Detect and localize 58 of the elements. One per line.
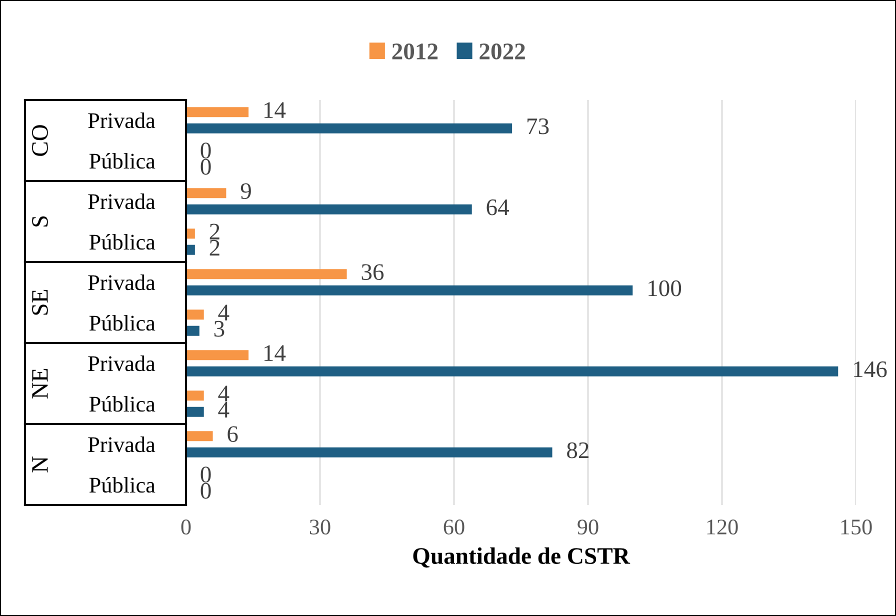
y-tick-label: Privada	[88, 194, 156, 210]
bar	[186, 107, 249, 118]
y-tick-label: Pública	[89, 396, 156, 412]
data-label: 82	[567, 442, 588, 458]
y-tick-label: Privada	[88, 356, 156, 372]
data-label: 4	[218, 402, 230, 418]
text: NE	[32, 368, 48, 399]
data-label: 2	[210, 224, 220, 240]
y-tick-label: Privada	[88, 112, 156, 128]
bar	[186, 447, 552, 458]
y-tick-label: Privada	[88, 274, 156, 290]
legend-label: 2012	[392, 43, 438, 60]
data-label: 14	[264, 102, 286, 118]
data-label: 4	[218, 304, 230, 320]
y-tick-label: Pública	[89, 477, 156, 493]
y-tick-label: Pública	[89, 234, 156, 250]
bar	[186, 390, 204, 401]
bar	[186, 431, 213, 442]
data-label: 0	[200, 466, 211, 483]
data-label: 14	[264, 345, 286, 361]
data-label: 100	[648, 280, 682, 296]
x-tick-label: 30	[310, 520, 330, 535]
text: N	[32, 456, 48, 472]
data-label: 3	[214, 320, 224, 337]
data-label: 6	[228, 426, 238, 442]
bar	[186, 204, 472, 214]
text: CO	[32, 125, 48, 156]
bar	[186, 366, 838, 376]
x-axis-title: Quantidade de CSTR	[413, 547, 630, 568]
data-label: 0	[200, 482, 211, 499]
bar	[186, 326, 200, 336]
bar	[186, 123, 512, 134]
data-label: 0	[200, 158, 211, 175]
bar	[186, 350, 249, 360]
y-tick-label: Privada	[88, 436, 156, 452]
y-tick-label: Pública	[89, 153, 156, 169]
legend-label: 2022	[480, 43, 525, 60]
x-tick-label: 120	[707, 520, 738, 535]
x-tick-label: 90	[578, 520, 598, 535]
data-label: 2	[210, 240, 220, 256]
bar	[186, 269, 347, 280]
bar	[186, 310, 204, 320]
bar	[186, 285, 633, 296]
x-tick-label: 0	[181, 520, 191, 535]
y-tick-label: Pública	[89, 315, 156, 331]
text: S	[32, 216, 48, 226]
data-label: 64	[486, 199, 509, 216]
bar	[186, 188, 226, 198]
data-label: 0	[200, 142, 211, 159]
data-label: 146	[854, 361, 887, 378]
data-label: 9	[240, 183, 251, 200]
text: SE	[32, 290, 48, 315]
bar	[186, 406, 204, 417]
data-label: 4	[218, 386, 230, 402]
x-tick-label: 150	[841, 520, 872, 535]
x-tick-label: 60	[444, 520, 464, 535]
data-label: 36	[362, 264, 384, 280]
data-label: 73	[528, 118, 549, 134]
